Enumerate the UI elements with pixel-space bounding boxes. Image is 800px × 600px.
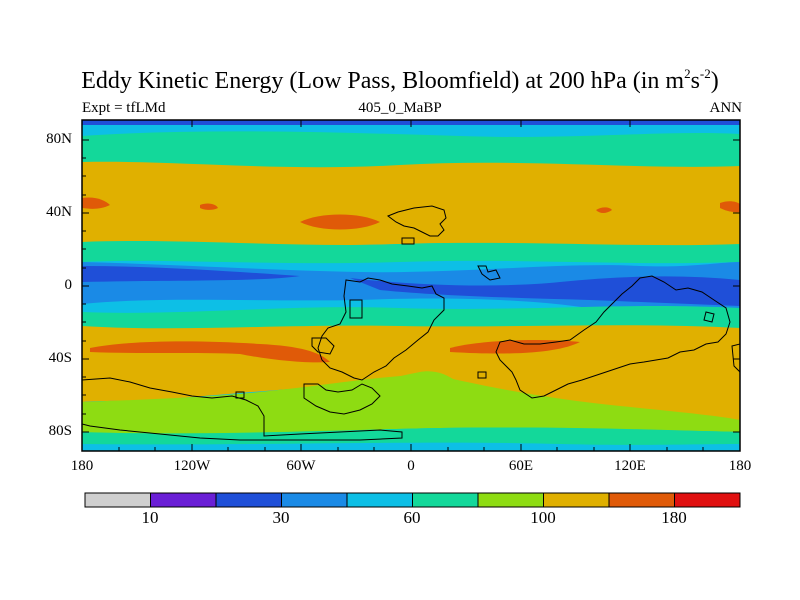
colorbar-label-180: 180 [661, 508, 687, 527]
tropical-core-west [82, 266, 300, 282]
x-tick-label-180e: 180 [728, 458, 752, 474]
southern-subtropical-green-band [82, 306, 740, 331]
antarctic-green-tongue [300, 371, 470, 412]
y-tick-marks [82, 139, 740, 433]
y-tick-label-40n: 40N [46, 204, 72, 220]
y-tick-label-40s: 40S [48, 350, 72, 366]
x-tick-label-0: 0 [407, 458, 415, 474]
colorbar-box-6 [412, 492, 479, 508]
map-title-superscript-1: 2 [684, 66, 691, 81]
map-title-superscript-2: -2 [699, 66, 711, 81]
colorbar-box-2 [150, 492, 217, 508]
x-tick-marks [81, 120, 741, 451]
x-tick-label-120e: 120E [614, 458, 646, 474]
north-jet-core-west [82, 197, 110, 209]
colorbar-box-1 [84, 492, 151, 508]
colorbar-box-8 [543, 492, 610, 508]
season-label: ANN [709, 100, 743, 116]
north-jet-core-east-small [596, 207, 612, 213]
y-tick-label-0: 0 [64, 277, 73, 293]
colorbar-box-7 [477, 492, 544, 508]
x-tick-label-120w: 120W [173, 458, 211, 474]
map-title: Eddy Kinetic Energy (Low Pass, Bloomfiel… [0, 66, 800, 95]
colorbar-label-10: 10 [141, 508, 159, 527]
colorbar-label-100: 100 [530, 508, 556, 527]
colorbar-box-10 [674, 492, 741, 508]
colorbar-label-30: 30 [272, 508, 290, 527]
tropical-core-east [350, 276, 740, 306]
colorbar-label-60: 60 [403, 508, 421, 527]
coastlines [82, 205, 740, 441]
x-tick-label-60w: 60W [286, 458, 316, 474]
colorbar-box-4 [281, 492, 348, 508]
north-jet-orange-band [82, 161, 740, 247]
y-tick-label-80n: 80N [46, 131, 72, 147]
case-label: 405_0_MaBP [358, 100, 442, 116]
subtropical-green-band [82, 241, 740, 264]
colorbar-box-9 [608, 492, 675, 508]
x-tick-label-180w: 180 [70, 458, 94, 474]
north-jet-core [300, 214, 380, 230]
colorbar-box-5 [346, 492, 413, 508]
energy-field [82, 120, 740, 451]
experiment-label: Expt = tfLMd [82, 100, 166, 116]
colorbar [84, 492, 741, 508]
x-tick-label-60e: 60E [508, 458, 534, 474]
map-title-close: ) [710, 68, 719, 94]
north-midlatitude-green-band [82, 131, 740, 169]
map-title-unit: s [690, 68, 700, 94]
map-title-text: Eddy Kinetic Energy (Low Pass, Bloomfiel… [81, 68, 685, 94]
north-jet-core-small [200, 203, 218, 210]
south-jet-core-west [90, 341, 330, 363]
colorbar-box-3 [215, 492, 282, 508]
y-tick-label-80s: 80S [48, 423, 72, 439]
north-jet-core-east [720, 201, 740, 213]
